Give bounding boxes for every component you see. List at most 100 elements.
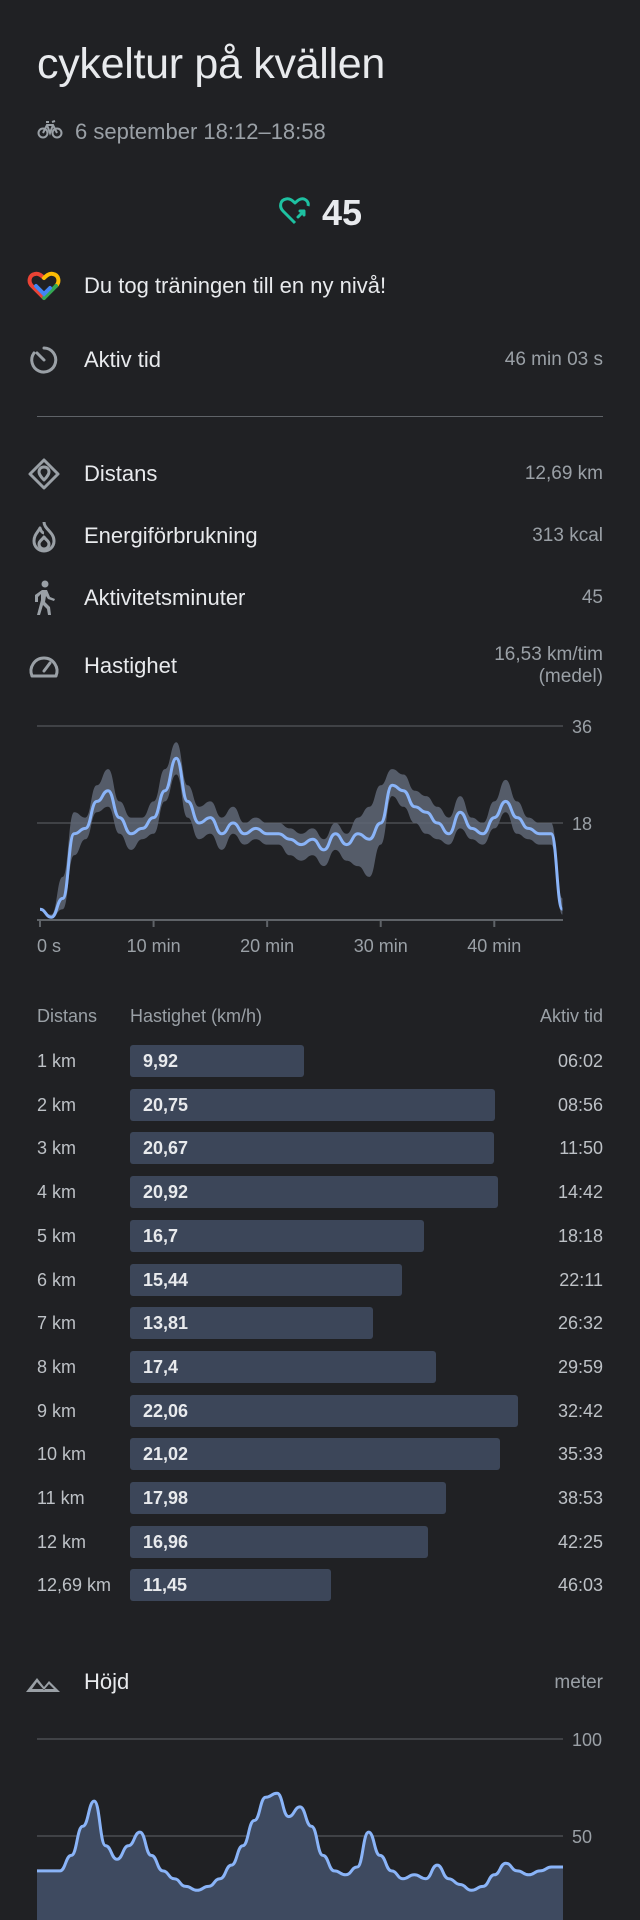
heart-points-icon — [278, 195, 314, 232]
split-speed-value: 15,44 — [143, 1269, 189, 1290]
split-speed-value: 13,81 — [143, 1313, 189, 1334]
split-speed-bar — [130, 1350, 436, 1383]
walking-person-icon — [24, 578, 64, 618]
split-row: 3 km 20,67 11:50 — [0, 1132, 640, 1165]
mountain-icon — [24, 1662, 62, 1707]
split-speed-value: 20,75 — [143, 1094, 189, 1115]
splits-header-speed: Hastighet (km/h) — [130, 1006, 263, 1026]
split-speed-value: 16,96 — [143, 1531, 189, 1552]
split-time: 22:11 — [559, 1269, 603, 1290]
speed-range-band — [40, 742, 563, 918]
split-time: 46:03 — [557, 1575, 603, 1596]
y-tick-label: 50 — [572, 1827, 592, 1847]
split-distance: 6 km — [37, 1269, 77, 1290]
split-time: 42:25 — [557, 1531, 603, 1552]
y-tick-label: 36 — [572, 717, 592, 737]
split-time: 38:53 — [557, 1488, 603, 1508]
stat-value: 16,53 km/tim (medel) — [494, 644, 603, 688]
split-distance: 4 km — [37, 1182, 77, 1203]
split-time: 18:18 — [557, 1225, 603, 1246]
split-distance: 11 km — [37, 1488, 85, 1508]
stat-value: 12,69 km — [524, 463, 603, 484]
stat-move-minutes: Aktivitetsminuter 45 — [0, 574, 640, 622]
stat-distance: Distans 12,69 km — [0, 450, 640, 498]
y-tick-label: 100 — [572, 1730, 602, 1750]
split-distance: 2 km — [37, 1094, 77, 1115]
split-row: 5 km 16,7 18:18 — [0, 1219, 640, 1252]
x-tick-label: 10 min — [127, 936, 181, 956]
x-tick-label: 20 min — [240, 936, 294, 956]
split-time: 29:59 — [557, 1356, 603, 1377]
split-distance: 10 km — [37, 1444, 87, 1465]
stat-energy: Energiförbrukning 313 kcal — [0, 512, 640, 560]
split-time: 26:32 — [557, 1313, 603, 1334]
heart-points-value: 45 — [321, 192, 363, 233]
stat-value: 46 min 03 s — [504, 349, 603, 370]
stat-speed: Hastighet 16,53 km/tim (medel) — [0, 642, 640, 690]
split-speed-value: 17,4 — [143, 1356, 179, 1377]
elevation-area — [37, 1793, 563, 1920]
split-row: 11 km 17,98 38:53 — [0, 1482, 640, 1514]
achievement-text: Du tog träningen till en ny nivå! — [84, 273, 387, 298]
split-row: 10 km 21,02 35:33 — [0, 1438, 640, 1471]
elevation-header: Höjd meter — [0, 1660, 640, 1704]
split-distance: 5 km — [37, 1225, 77, 1246]
split-distance: 12 km — [37, 1531, 87, 1552]
split-row: 2 km 20,75 08:56 — [0, 1088, 640, 1121]
split-row: 6 km 15,44 22:11 — [0, 1263, 640, 1296]
split-distance: 9 km — [37, 1400, 77, 1421]
speedometer-icon — [24, 646, 64, 686]
stat-active-time: Aktiv tid 46 min 03 s — [0, 336, 640, 384]
split-distance: 1 km — [37, 1051, 77, 1071]
page-title: cykeltur på kvällen — [37, 40, 386, 88]
split-speed-value: 21,02 — [143, 1444, 189, 1465]
split-time: 11:50 — [559, 1138, 603, 1159]
speed-qualifier: (medel) — [538, 666, 603, 687]
split-speed-value: 22,06 — [143, 1400, 189, 1421]
x-tick-label: 40 min — [467, 936, 521, 956]
split-speed-value: 11,45 — [143, 1575, 188, 1596]
google-fit-icon — [24, 266, 64, 306]
session-subtitle: 6 september 18:12–18:58 — [37, 116, 326, 148]
location-pin-icon — [24, 454, 64, 494]
flame-icon — [24, 516, 64, 556]
divider — [37, 416, 603, 417]
split-time: 35:33 — [557, 1444, 603, 1465]
split-time: 08:56 — [557, 1094, 603, 1115]
bike-icon — [37, 116, 63, 148]
split-speed-bar — [130, 1394, 518, 1427]
elevation-unit: meter — [554, 1672, 603, 1693]
stat-label: Aktiv tid — [84, 347, 162, 372]
elevation-chart: 100 50 — [37, 1730, 602, 1920]
split-distance: 12,69 km — [37, 1575, 112, 1596]
stat-value: 45 — [581, 587, 603, 608]
split-speed-value: 17,98 — [143, 1488, 189, 1508]
speed-value: 16,53 km/tim — [494, 644, 603, 665]
split-speed-value: 9,92 — [143, 1051, 179, 1071]
split-speed-bar — [130, 1263, 402, 1296]
split-speed-bar — [130, 1219, 424, 1252]
speed-series-line — [39, 756, 564, 919]
split-speed-bar — [130, 1525, 428, 1558]
split-speed-value: 16,7 — [143, 1225, 179, 1246]
split-row: 7 km 13,81 26:32 — [0, 1307, 640, 1340]
split-speed-bar — [130, 1307, 373, 1340]
y-tick-label: 18 — [572, 814, 592, 834]
split-time: 14:42 — [557, 1182, 603, 1203]
split-time: 06:02 — [557, 1051, 603, 1071]
achievement-row: Du tog träningen till en ny nivå! — [0, 262, 640, 310]
splits-header-distance: Distans — [37, 1006, 98, 1026]
split-distance: 8 km — [37, 1356, 77, 1377]
x-tick-label: 0 s — [37, 936, 61, 956]
split-row: 9 km 22,06 32:42 — [0, 1394, 640, 1427]
speed-chart: 36 18 0 s 10 min 20 min 30 min 40 min — [37, 717, 592, 956]
splits-header-time: Aktiv tid — [539, 1006, 603, 1026]
split-row: 4 km 20,92 14:42 — [0, 1176, 640, 1209]
session-time: 6 september 18:12–18:58 — [75, 119, 326, 144]
elevation-label: Höjd — [84, 1669, 130, 1694]
split-speed-bar — [130, 1045, 304, 1077]
split-speed-bar — [130, 1088, 495, 1121]
timer-icon — [24, 340, 64, 380]
split-speed-bar — [130, 1176, 498, 1209]
split-distance: 7 km — [37, 1313, 77, 1334]
